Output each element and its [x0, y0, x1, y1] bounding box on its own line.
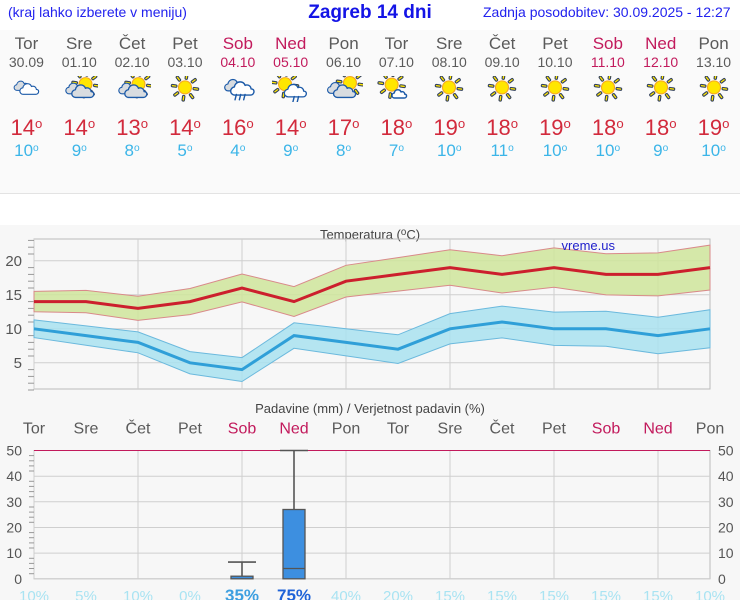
svg-text:Ned: Ned [643, 421, 672, 438]
svg-text:10%: 10% [123, 588, 153, 600]
svg-text:10: 10 [6, 545, 22, 561]
svg-text:5%: 5% [75, 588, 97, 600]
svg-text:10: 10 [718, 545, 734, 561]
svg-text:50: 50 [718, 443, 734, 459]
svg-text:Sre: Sre [438, 421, 463, 438]
svg-text:0%: 0% [179, 588, 201, 600]
svg-text:Sob: Sob [228, 421, 257, 438]
svg-text:30: 30 [718, 494, 734, 510]
svg-text:Pon: Pon [696, 421, 724, 438]
svg-text:Sob: Sob [592, 421, 621, 438]
svg-text:40: 40 [6, 468, 22, 484]
svg-text:Sre: Sre [74, 421, 99, 438]
svg-text:Čet: Čet [126, 419, 151, 438]
svg-text:15%: 15% [435, 588, 465, 600]
svg-text:10%: 10% [19, 588, 49, 600]
svg-text:50: 50 [6, 443, 22, 459]
svg-text:Pet: Pet [542, 421, 567, 438]
svg-text:Tor: Tor [387, 421, 410, 438]
svg-text:Pon: Pon [332, 421, 360, 438]
svg-text:35%: 35% [225, 586, 259, 600]
svg-text:15%: 15% [539, 588, 569, 600]
svg-text:15%: 15% [487, 588, 517, 600]
svg-text:15%: 15% [643, 588, 673, 600]
svg-text:10%: 10% [695, 588, 725, 600]
svg-text:Ned: Ned [279, 421, 308, 438]
svg-text:Pet: Pet [178, 421, 203, 438]
svg-text:0: 0 [718, 571, 726, 587]
svg-text:15%: 15% [591, 588, 621, 600]
svg-text:Tor: Tor [23, 421, 46, 438]
svg-text:0: 0 [14, 571, 22, 587]
svg-text:40: 40 [718, 468, 734, 484]
svg-text:75%: 75% [277, 586, 311, 600]
svg-text:20%: 20% [383, 588, 413, 600]
svg-text:20: 20 [718, 520, 734, 536]
svg-text:40%: 40% [331, 588, 361, 600]
svg-text:20: 20 [6, 520, 22, 536]
svg-text:30: 30 [6, 494, 22, 510]
svg-text:Čet: Čet [490, 419, 515, 438]
